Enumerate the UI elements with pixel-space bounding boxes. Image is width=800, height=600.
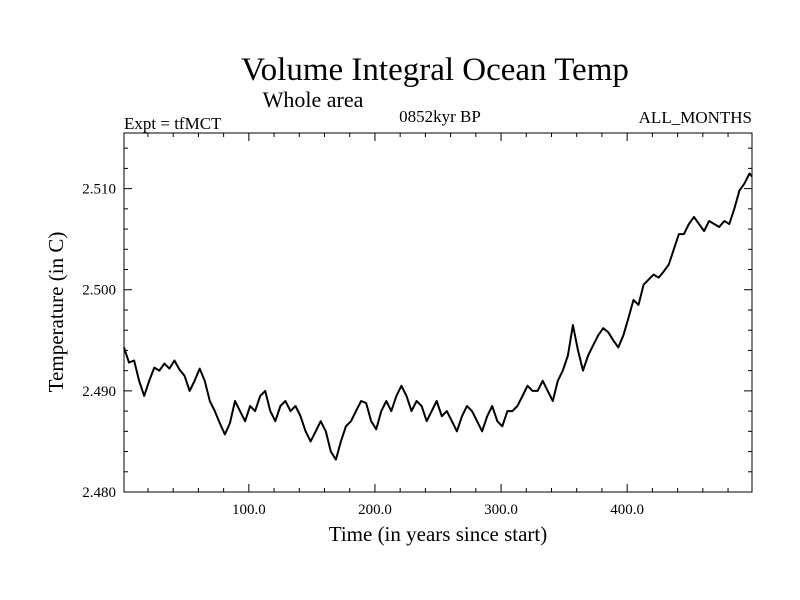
x-tick-label: 100.0 bbox=[232, 502, 266, 518]
chart-subtitle: Whole area bbox=[263, 87, 364, 112]
plot-frame bbox=[123, 132, 753, 493]
months-label: ALL_MONTHS bbox=[639, 108, 752, 127]
y-tick-label: 2.510 bbox=[82, 182, 116, 198]
x-axis-label: Time (in years since start) bbox=[329, 522, 548, 546]
axis-ticks bbox=[124, 133, 752, 493]
series-group bbox=[123, 172, 753, 461]
x-tick-label: 300.0 bbox=[484, 502, 518, 518]
tick-labels: 100.0 200.0 300.0 400.0 2.480 2.490 2.500 2.510 bbox=[82, 182, 644, 518]
y-tick-label: 2.500 bbox=[82, 283, 116, 299]
x-tick-label: 200.0 bbox=[358, 502, 392, 518]
period-label: 0852kyr BP bbox=[399, 107, 481, 126]
experiment-label: Expt = tfMCT bbox=[124, 114, 222, 133]
series-line-tfMCT bbox=[123, 172, 753, 461]
y-tick-label: 2.490 bbox=[82, 384, 116, 400]
y-tick-label: 2.480 bbox=[82, 485, 116, 501]
chart-title: Volume Integral Ocean Temp bbox=[241, 52, 629, 88]
y-axis-label: Temperature (in C) bbox=[44, 232, 68, 393]
x-tick-label: 400.0 bbox=[610, 502, 644, 518]
